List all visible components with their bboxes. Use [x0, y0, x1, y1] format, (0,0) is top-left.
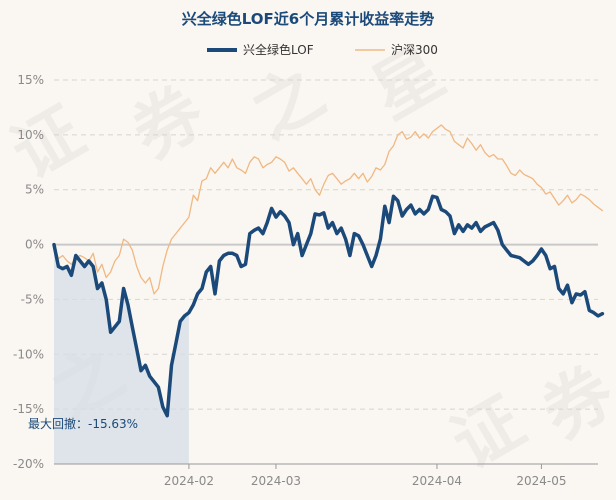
series-lines — [52, 124, 605, 418]
y-tick-label: -15% — [13, 402, 44, 416]
y-tick-label: 15% — [17, 73, 44, 87]
watermark-glyph: 之 — [239, 52, 337, 154]
y-tick-label: -10% — [13, 347, 44, 361]
x-tick-label: 2024-02 — [164, 474, 214, 488]
watermark-glyph: 证 — [0, 92, 97, 194]
drawdown-shade — [54, 244, 189, 464]
watermark-glyph: 券 — [119, 72, 218, 175]
legend: 兴全绿色LOF 沪深300 — [207, 42, 438, 57]
y-tick-label: 0% — [25, 238, 44, 252]
y-tick-label: 5% — [25, 183, 44, 197]
watermark-glyph: 券 — [529, 352, 616, 455]
chart-title: 兴全绿色LOF近6个月累计收益率走势 — [182, 10, 434, 28]
series-line-fund — [52, 194, 605, 418]
series-line-index — [53, 124, 604, 295]
legend-index-label: 沪深300 — [391, 43, 438, 57]
y-tick-label: -5% — [21, 292, 44, 306]
watermark-glyph: 证 — [439, 382, 537, 484]
max-drawdown-label: 最大回撤：-15.63% — [28, 416, 138, 431]
x-tick-label: 2024-03 — [251, 474, 301, 488]
x-tick-label: 2024-05 — [516, 474, 566, 488]
x-axis-ticks: 2024-022024-032024-042024-052024-062024-… — [164, 464, 566, 488]
y-tick-label: -20% — [13, 457, 44, 471]
max-drawdown-area — [54, 244, 189, 464]
legend-fund-label: 兴全绿色LOF — [243, 42, 314, 57]
x-tick-label: 2024-04 — [412, 474, 462, 488]
y-tick-label: 10% — [17, 128, 44, 142]
y-axis-ticks: -20% -15% -10% -5% 0% 5% 10% 15% — [13, 73, 44, 471]
